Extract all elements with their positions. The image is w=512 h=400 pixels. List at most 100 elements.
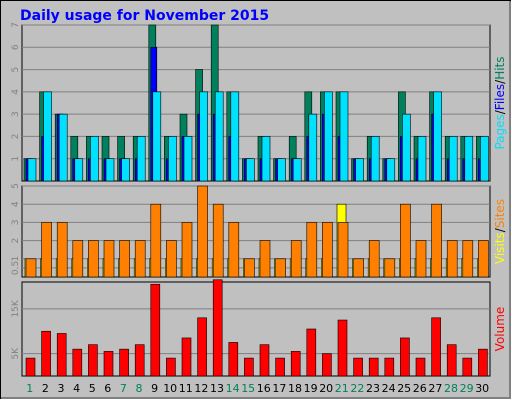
- chart-title: Daily usage for November 2015: [20, 8, 269, 24]
- bar-pages: [464, 136, 474, 182]
- bar-sites: [103, 240, 115, 278]
- bar-pages: [292, 158, 302, 182]
- bar-volume: [353, 357, 363, 377]
- bar-volume: [41, 330, 51, 377]
- day-label: 27: [428, 382, 442, 395]
- bar-pages: [386, 158, 396, 182]
- bar-volume: [400, 337, 410, 377]
- bar-sites: [306, 222, 318, 278]
- bar-sites: [368, 240, 380, 278]
- bar-pages: [370, 136, 380, 182]
- day-label: 9: [151, 382, 158, 395]
- bar-volume: [462, 357, 473, 377]
- legend-entry: /: [493, 79, 507, 84]
- bar-sites: [150, 203, 162, 278]
- legend-entry: Sites: [493, 199, 507, 228]
- bar-volume: [478, 348, 488, 377]
- bar-sites: [446, 240, 458, 278]
- bar-pages: [246, 158, 255, 182]
- bar-sites: [337, 222, 349, 278]
- bar-pages: [277, 158, 286, 182]
- bar-sites: [400, 203, 411, 278]
- bar-sites: [415, 240, 427, 278]
- bar-sites: [119, 240, 130, 278]
- bar-volume: [384, 357, 395, 377]
- bar-pages: [402, 113, 411, 182]
- day-label: 21: [335, 382, 349, 395]
- day-label: 2: [42, 382, 49, 395]
- day-label: 29: [460, 382, 474, 395]
- day-label: 16: [257, 382, 271, 395]
- panel-bottom-frame: [21, 281, 491, 377]
- day-label: 11: [179, 382, 193, 395]
- bar-sites: [181, 222, 193, 278]
- bar-sites: [244, 258, 255, 278]
- bar-volume: [212, 279, 223, 377]
- bar-volume: [228, 342, 239, 377]
- bar-volume: [25, 357, 36, 377]
- bar-sites: [134, 240, 146, 278]
- panel-top-legend: Pages/Files/Hits: [493, 56, 507, 149]
- bar-volume: [197, 317, 207, 377]
- day-label: 4: [73, 382, 80, 395]
- legend-entry: Volume: [493, 307, 507, 352]
- day-label: 5: [89, 382, 96, 395]
- legend-entry: Hits: [493, 56, 507, 79]
- bar-sites: [166, 240, 177, 278]
- bar-pages: [308, 113, 318, 182]
- legend-entry: Visits: [493, 232, 507, 264]
- panel-top-tick-label: 1: [11, 156, 21, 162]
- legend-entry: Pages: [493, 114, 507, 149]
- bar-volume: [322, 353, 332, 377]
- panel-middle-legend: Visits/Sites: [493, 199, 507, 264]
- bar-pages: [152, 91, 162, 182]
- bar-pages: [199, 91, 208, 182]
- day-label: 14: [226, 382, 240, 395]
- bar-pages: [448, 136, 458, 182]
- bar-pages: [121, 158, 130, 182]
- day-label: 26: [413, 382, 427, 395]
- bar-pages: [168, 136, 177, 182]
- bar-volume: [150, 283, 161, 377]
- panel-top-tick-label: 5: [11, 67, 21, 73]
- bar-sites: [25, 258, 37, 278]
- day-label: 3: [58, 382, 65, 395]
- bar-pages: [74, 158, 84, 182]
- bar-pages: [183, 136, 193, 182]
- day-label: 13: [210, 382, 224, 395]
- panel-bottom-tick-label: 15K: [11, 299, 21, 317]
- bar-pages: [355, 158, 364, 182]
- bar-pages: [324, 91, 333, 182]
- day-label: 15: [241, 382, 255, 395]
- bar-sites: [72, 240, 84, 278]
- day-label: 30: [475, 382, 489, 395]
- bar-sites: [384, 258, 396, 278]
- bar-sites: [462, 240, 474, 278]
- day-label: 6: [104, 382, 111, 395]
- bar-volume: [415, 357, 426, 377]
- bar-volume: [103, 351, 114, 377]
- day-label: 28: [444, 382, 458, 395]
- bar-pages: [214, 91, 224, 182]
- day-label: 20: [319, 382, 333, 395]
- bar-volume: [244, 357, 254, 377]
- bar-volume: [431, 317, 441, 377]
- panel-middle-tick-label: 4: [11, 201, 21, 207]
- panel-top-tick-label: 2: [11, 134, 21, 140]
- bar-sites: [431, 203, 442, 278]
- bar-sites: [197, 185, 208, 278]
- day-label: 12: [194, 382, 208, 395]
- bar-volume: [337, 319, 348, 377]
- day-label: 23: [366, 382, 380, 395]
- bar-sites: [353, 258, 364, 278]
- day-label: 1: [26, 382, 33, 395]
- bar-pages: [230, 91, 240, 182]
- bar-volume: [290, 351, 301, 377]
- panel-middle-tick-label: 2: [11, 238, 21, 244]
- bar-volume: [134, 344, 145, 377]
- panel-middle-tick-label: 5: [11, 183, 21, 189]
- day-label: 18: [288, 382, 302, 395]
- bar-sites: [212, 203, 224, 278]
- day-label: 19: [304, 382, 318, 395]
